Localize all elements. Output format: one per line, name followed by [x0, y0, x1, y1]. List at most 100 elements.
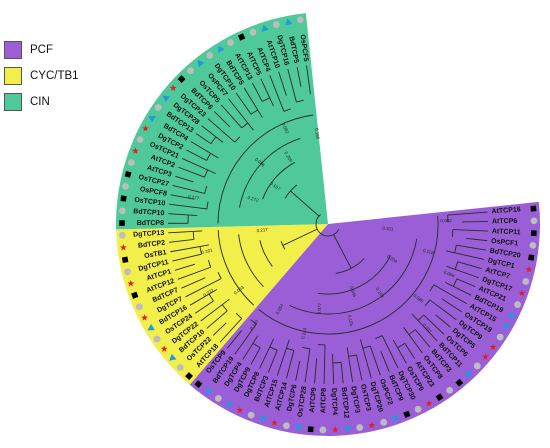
internal-branch [451, 229, 454, 238]
tip-branch [306, 65, 311, 95]
internal-branch [348, 354, 357, 357]
tip-branch [295, 361, 301, 381]
red-star-marker [271, 419, 278, 426]
tip-branch [220, 104, 243, 129]
blue-triangle-marker [148, 115, 156, 123]
tip-branch [356, 354, 363, 381]
tip-branch [360, 339, 372, 379]
internal-branch [217, 230, 255, 306]
black-square-marker [124, 170, 132, 178]
tip-branch [250, 347, 261, 365]
internal-branch [217, 114, 314, 224]
tip-branch [433, 284, 467, 305]
tip-branch [174, 263, 196, 271]
internal-branch [289, 238, 418, 315]
grey-circle-marker [530, 217, 538, 225]
grey-circle-marker [124, 268, 132, 276]
tip-branch [392, 339, 407, 364]
grey-circle-marker [414, 405, 422, 413]
clade-stem [333, 234, 352, 269]
tip-branch [195, 133, 212, 145]
internal-branch [208, 293, 214, 302]
red-star-marker [236, 406, 244, 414]
red-star-marker [425, 399, 433, 407]
internal-branch [284, 184, 298, 199]
internal-branch [192, 231, 195, 240]
legend-swatch-cyc-tb1 [4, 67, 22, 85]
internal-branch [199, 246, 202, 255]
tip-branch [207, 118, 236, 143]
tip-branch [181, 277, 206, 289]
internal-branch [234, 136, 241, 143]
tip-branch [259, 338, 275, 369]
internal-branch [417, 314, 424, 321]
legend: PCF CYC/TB1 CIN [4, 40, 124, 112]
clade-stem [282, 228, 318, 246]
branch-length-label: 0.222 [202, 287, 215, 297]
black-square-marker [528, 254, 535, 261]
black-square-marker [530, 205, 537, 212]
tip-branch [314, 358, 318, 384]
black-square-marker [237, 33, 246, 41]
leaf-label: BdTCP20 [489, 248, 521, 260]
tip-branch [369, 345, 381, 376]
tip-branch [235, 92, 252, 115]
branch-length-label: 0.101 [201, 247, 214, 255]
grey-circle-marker [296, 16, 304, 24]
branch-length-label: 0.052 [440, 218, 452, 223]
leaf-label: AtTCP8 [320, 388, 328, 414]
red-star-marker [119, 243, 127, 251]
tip-branch [226, 330, 243, 349]
internal-branch [241, 122, 249, 129]
tip-branch [212, 322, 227, 336]
legend-item-pcf: PCF [4, 40, 53, 60]
red-star-marker [368, 421, 376, 429]
branch-length-label: 0.209 [283, 151, 293, 164]
tip-branch [201, 125, 224, 143]
tip-branch [457, 261, 482, 270]
internal-branch [317, 254, 392, 295]
black-square-marker [121, 256, 129, 263]
tip-branch [168, 230, 203, 234]
leaf-labels: AtTCP16AtTCP6AtTCP11OsPCF1BdTCP20DgTCP1A… [133, 34, 521, 419]
internal-branch [296, 99, 304, 103]
blue-triangle-marker [285, 18, 293, 26]
branch-length-label: 0.086 [254, 157, 266, 169]
branch-length-label: 0.272 [247, 195, 260, 203]
branch-length-label: 0.155 [347, 314, 354, 327]
red-star-marker [127, 280, 135, 287]
grey-circle-marker [118, 231, 126, 239]
black-square-marker [131, 291, 139, 299]
tip-branch [452, 229, 488, 232]
grey-circle-marker [227, 39, 235, 46]
tip-branch [219, 318, 242, 343]
internal-branch [424, 299, 431, 307]
black-square-marker [403, 410, 411, 418]
internal-branch [454, 261, 459, 270]
legend-item-cin: CIN [4, 92, 50, 112]
tip-branch [178, 166, 205, 178]
tip-branch [206, 310, 228, 329]
tip-branch [185, 278, 222, 298]
blue-triangle-marker [260, 415, 267, 423]
red-star-marker [142, 124, 149, 132]
leaf-label: AtTCP9 [309, 387, 318, 413]
tip-branch [189, 289, 218, 306]
leaf-label: BdTCP8 [137, 220, 164, 227]
internal-branch [239, 137, 301, 208]
internal-branch [207, 260, 212, 268]
tip-branch [276, 339, 290, 376]
branch-length-label: 0.118 [422, 248, 434, 256]
branch-length-label: 0.143 [249, 318, 260, 330]
grey-circle-marker [496, 333, 504, 341]
branch-length-label: 0.063 [233, 284, 245, 295]
branch-length-label: 0.031 [422, 322, 434, 334]
clade-stem [290, 190, 320, 217]
blue-triangle-marker [508, 311, 516, 318]
branch-length-label: 0.077 [316, 302, 322, 314]
tip-branch [466, 237, 488, 242]
grey-circle-marker [446, 386, 454, 394]
grey-circle-marker [187, 67, 194, 75]
red-star-marker [169, 84, 177, 92]
grey-circle-marker [206, 51, 214, 59]
